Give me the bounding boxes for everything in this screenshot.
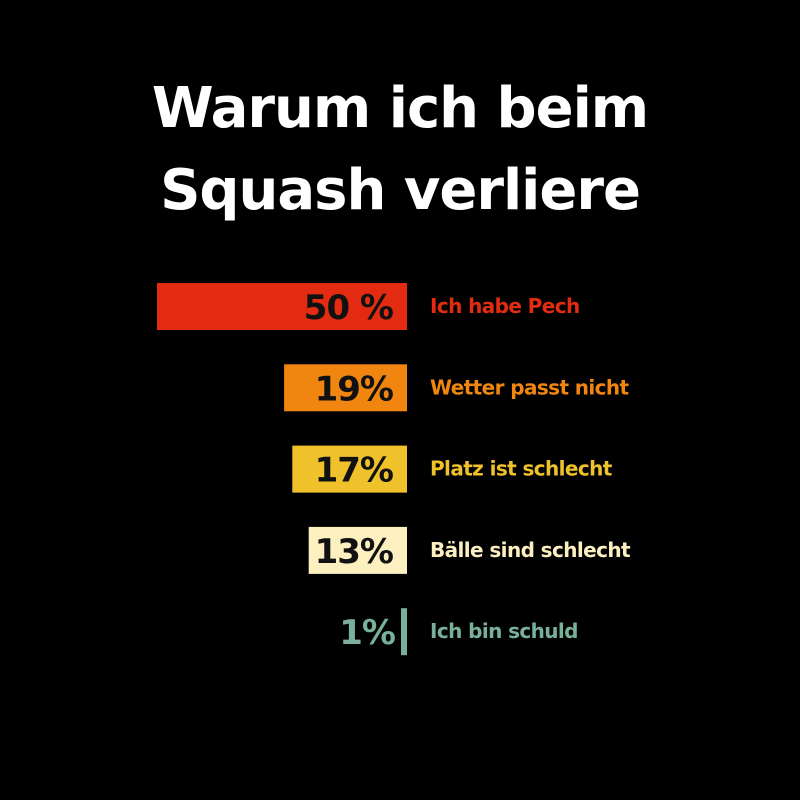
value-label-2: 19%	[315, 369, 393, 409]
category-label-5: Ich bin schuld	[430, 619, 578, 643]
value-label-3: 17%	[315, 451, 393, 491]
chart-title-line-1: Warum ich beim	[151, 76, 649, 141]
bar-2	[284, 364, 407, 412]
bar-4	[308, 526, 407, 574]
chart-title-line-2: Squash verliere	[160, 158, 641, 223]
value-label-5: 1%	[339, 613, 395, 653]
category-label-3: Platz ist schlecht	[430, 457, 613, 481]
category-label-4: Bälle sind schlecht	[430, 538, 631, 562]
category-label-1: Ich habe Pech	[430, 294, 580, 318]
value-label-4: 13%	[315, 532, 393, 572]
chart-title: Warum ich beim Squash verliere	[0, 68, 800, 232]
bar-3	[292, 445, 407, 493]
value-label-1: 50 %	[304, 288, 393, 328]
bar-5	[401, 608, 407, 656]
category-label-2: Wetter passt nicht	[430, 375, 630, 399]
bar-1	[157, 283, 407, 330]
